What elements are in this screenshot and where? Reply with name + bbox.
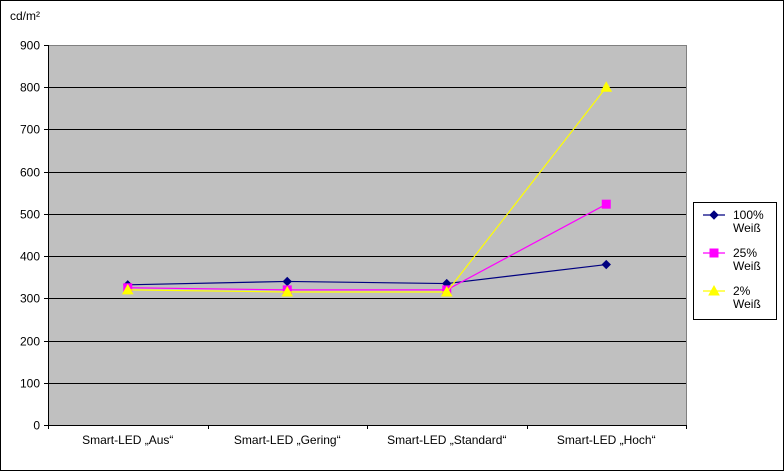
data-point-triangle — [121, 283, 134, 295]
data-point-triangle — [708, 284, 720, 296]
data-point-triangle — [600, 81, 613, 92]
series-line — [127, 203, 607, 291]
data-point-triangle — [440, 285, 453, 297]
y-tick-label: 300 — [20, 292, 40, 306]
series-group — [121, 81, 613, 297]
data-point-square — [601, 199, 611, 209]
y-tick-label: 0 — [33, 419, 40, 433]
data-point-square — [709, 248, 719, 258]
axes — [44, 45, 687, 429]
x-tick-label: Smart-LED „Aus“ — [82, 433, 173, 447]
y-tick-label: 700 — [20, 123, 40, 137]
series-line — [127, 86, 607, 293]
y-tick-label: 400 — [20, 250, 40, 264]
legend-label: Weiß — [733, 221, 761, 235]
legend-label: Weiß — [733, 259, 761, 273]
plot-area — [48, 45, 686, 425]
legend-item: 100%Weiß — [703, 208, 764, 235]
y-tick-label: 600 — [20, 166, 40, 180]
y-tick-label: 900 — [20, 39, 40, 53]
legend-label: Weiß — [733, 297, 761, 311]
y-tick-label: 200 — [20, 335, 40, 349]
legend-item: 25%Weiß — [703, 246, 761, 273]
data-point-diamond — [601, 259, 611, 270]
y-axis-label: cd/m² — [10, 9, 40, 23]
data-point-triangle — [281, 285, 294, 297]
series-2 — [121, 81, 613, 297]
legend-label: 25% — [733, 246, 757, 260]
x-tick-label: Smart-LED „Hoch“ — [557, 433, 656, 447]
y-tick-label: 100 — [20, 377, 40, 391]
y-tick-label: 500 — [20, 208, 40, 222]
x-tick-label: Smart-LED „Gering“ — [234, 433, 341, 447]
legend-box — [693, 202, 777, 320]
legend-item: 2%Weiß — [703, 284, 761, 311]
series-line — [127, 263, 607, 286]
y-tick-label: 800 — [20, 81, 40, 95]
y-tick-labels: 0 100 200 300 400 500 600 700 800 900 — [20, 39, 40, 433]
legend-label: 100% — [733, 208, 764, 222]
x-tick-label: Smart-LED „Standard“ — [387, 433, 506, 447]
legend-label: 2% — [733, 284, 751, 298]
data-point-diamond — [709, 210, 719, 220]
x-tick-labels: Smart-LED „Aus“ Smart-LED „Gering“ Smart-L… — [82, 433, 656, 447]
